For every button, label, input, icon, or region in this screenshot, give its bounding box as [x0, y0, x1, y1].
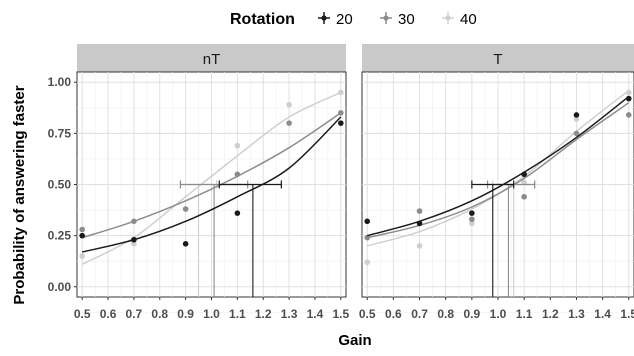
data-point-30	[286, 120, 292, 126]
data-point-30	[625, 112, 632, 118]
x-tick-label: 1.2	[542, 307, 559, 321]
x-tick-label: 0.9	[464, 307, 481, 321]
y-tick-label: 0.00	[48, 280, 72, 294]
y-axis-title: Probability of answering faster	[11, 85, 28, 304]
series-20	[364, 95, 632, 297]
y-tick-label: 0.50	[48, 178, 72, 192]
legend-label-40: 40	[460, 11, 477, 28]
data-point-20	[234, 210, 241, 216]
data-point-20	[521, 171, 527, 178]
x-tick-label: 1.0	[203, 307, 220, 321]
x-axis-title: Gain	[338, 332, 371, 349]
data-point-30	[521, 193, 527, 200]
x-tick-label: 1.1	[229, 307, 246, 321]
panels: nT0.5 0.6 0.7 0.8 0.9 1.0 1.1 1.2 1.3 1.4 1.50.000…	[48, 44, 634, 321]
data-point-20	[79, 232, 85, 239]
data-point-40	[286, 101, 292, 108]
x-tick-label: 0.7	[126, 307, 143, 321]
data-point-40	[364, 259, 371, 266]
data-point-40	[625, 89, 632, 96]
legend-key-point-40	[445, 15, 451, 21]
x-tick-label: 1.5	[332, 307, 349, 321]
data-point-30	[79, 226, 85, 233]
fit-curve-20	[82, 116, 342, 253]
data-point-20	[416, 220, 423, 227]
series-30	[364, 102, 632, 297]
legend-key-point-20	[321, 15, 327, 21]
x-tick-label: 0.5	[359, 307, 376, 321]
data-point-20	[182, 241, 189, 247]
data-point-30	[364, 234, 371, 241]
fit-curve-30	[367, 102, 630, 239]
data-point-20	[573, 112, 580, 118]
x-tick-label: 0.6	[385, 307, 402, 321]
panel-nT: nT 0.5 0.6 0.7 0.8 0.9 1.0 1.1 1.2 1.3 1.4 1.5 0.00 0…	[48, 44, 349, 321]
data-point-20	[625, 95, 632, 102]
data-point-30	[573, 130, 580, 137]
panel-title: nT	[203, 51, 221, 68]
x-tick-label: 1.3	[281, 307, 298, 321]
x-tick-label: 0.7	[411, 307, 428, 321]
data-point-20	[131, 236, 137, 243]
data-point-40	[416, 243, 423, 249]
data-point-30	[338, 110, 344, 116]
x-tick-label: 1.3	[568, 307, 585, 321]
panel-strip	[77, 44, 346, 72]
series-30	[79, 110, 344, 297]
data-point-30	[416, 208, 423, 214]
panel-T: T 0.5 0.6 0.7 0.8 0.9 1.0 1.1 1.2 1.3 1.4 1.5	[359, 44, 634, 321]
x-tick-label: 0.9	[177, 307, 194, 321]
x-tick-label: 0.8	[437, 307, 454, 321]
x-tick-label: 0.5	[74, 307, 91, 321]
panel-strip	[362, 44, 634, 72]
data-point-40	[79, 253, 85, 259]
data-point-30	[182, 206, 189, 212]
x-tick-label: 1.4	[594, 307, 611, 321]
data-point-20	[364, 218, 371, 225]
data-point-40	[469, 220, 475, 227]
x-tick-label: 0.6	[100, 307, 117, 321]
legend-label-30: 30	[398, 11, 415, 28]
series-20	[79, 116, 344, 297]
x-tick-label: 1.1	[516, 307, 533, 321]
y-tick-label: 0.75	[48, 126, 72, 140]
x-tick-label: 0.8	[151, 307, 168, 321]
y-tick-label: 0.25	[48, 229, 72, 243]
data-point-40	[131, 241, 137, 247]
x-tick-label: 1.4	[307, 307, 324, 321]
x-tick-label: 1.2	[255, 307, 272, 321]
data-point-30	[131, 218, 137, 225]
legend-key-point-30	[383, 15, 389, 21]
legend-label-20: 20	[336, 11, 353, 28]
fit-curve-20	[367, 95, 630, 237]
x-tick-label: 1.5	[620, 307, 634, 321]
y-tick-label: 1.00	[48, 75, 72, 89]
panel-title: T	[493, 51, 502, 68]
x-tick-label: 1.0	[490, 307, 507, 321]
data-point-20	[338, 120, 344, 126]
fit-curve-30	[81, 112, 342, 239]
data-point-40	[521, 179, 527, 186]
data-point-20	[469, 210, 475, 216]
data-point-30	[469, 216, 475, 223]
data-point-40	[573, 116, 580, 122]
data-point-30	[234, 171, 241, 178]
data-point-40	[234, 142, 241, 149]
legend-title: Rotation	[230, 11, 295, 28]
legend: Rotation 20 30 40	[230, 11, 477, 28]
data-point-40	[338, 89, 344, 96]
